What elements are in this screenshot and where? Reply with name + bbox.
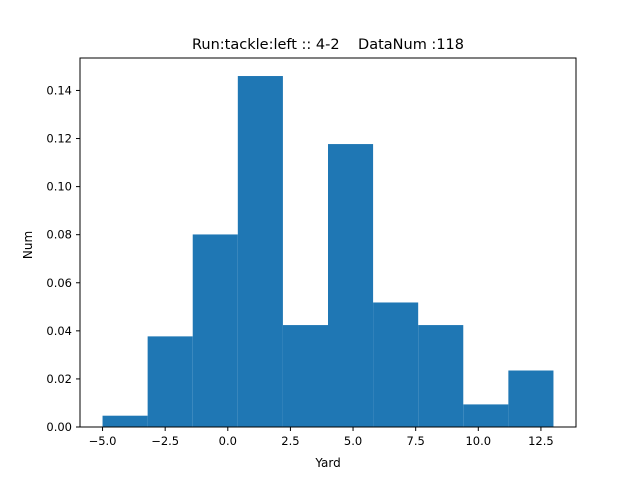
x-tick-label: −5.0	[89, 434, 117, 448]
histogram-bar	[147, 336, 193, 427]
histogram-bar	[463, 404, 509, 427]
x-tick-label: 12.5	[528, 434, 554, 448]
y-tick-label: 0.14	[46, 83, 72, 97]
y-tick-label: 0.04	[46, 324, 72, 338]
x-tick-label: 2.5	[281, 434, 299, 448]
histogram-bar	[282, 325, 328, 427]
x-axis-ticks: −5.0 −2.5 0.0 2.5 5.0 7.5 10.0 12.5	[89, 427, 554, 448]
plot-frame	[79, 57, 577, 428]
y-tick-label: 0.06	[46, 276, 72, 290]
y-tick-label: 0.10	[46, 180, 72, 194]
histogram-bar	[192, 234, 238, 427]
x-tick-label: 7.5	[407, 434, 425, 448]
y-axis-label: Num	[21, 231, 35, 259]
x-tick-label: 5.0	[344, 434, 362, 448]
bars-group	[102, 76, 554, 428]
histogram-bar	[102, 415, 148, 427]
chart-title: Run:tackle:left :: 4-2 DataNum :118	[192, 37, 464, 53]
histogram-bar	[237, 76, 283, 428]
histogram-bar	[418, 325, 464, 427]
y-tick-label: 0.00	[46, 420, 72, 434]
x-axis-label: Yard	[314, 456, 340, 470]
histogram-bar	[508, 370, 554, 427]
y-tick-label: 0.08	[46, 228, 72, 242]
histogram-bar	[328, 144, 374, 427]
histogram-bar	[373, 302, 419, 427]
y-tick-label: 0.12	[46, 132, 72, 146]
x-tick-label: 10.0	[465, 434, 491, 448]
x-tick-label: 0.0	[219, 434, 237, 448]
y-axis-ticks: 0.00 0.02 0.04 0.06 0.08 0.10 0.12 0.14	[46, 83, 80, 434]
x-tick-label: −2.5	[151, 434, 179, 448]
y-tick-label: 0.02	[46, 372, 72, 386]
